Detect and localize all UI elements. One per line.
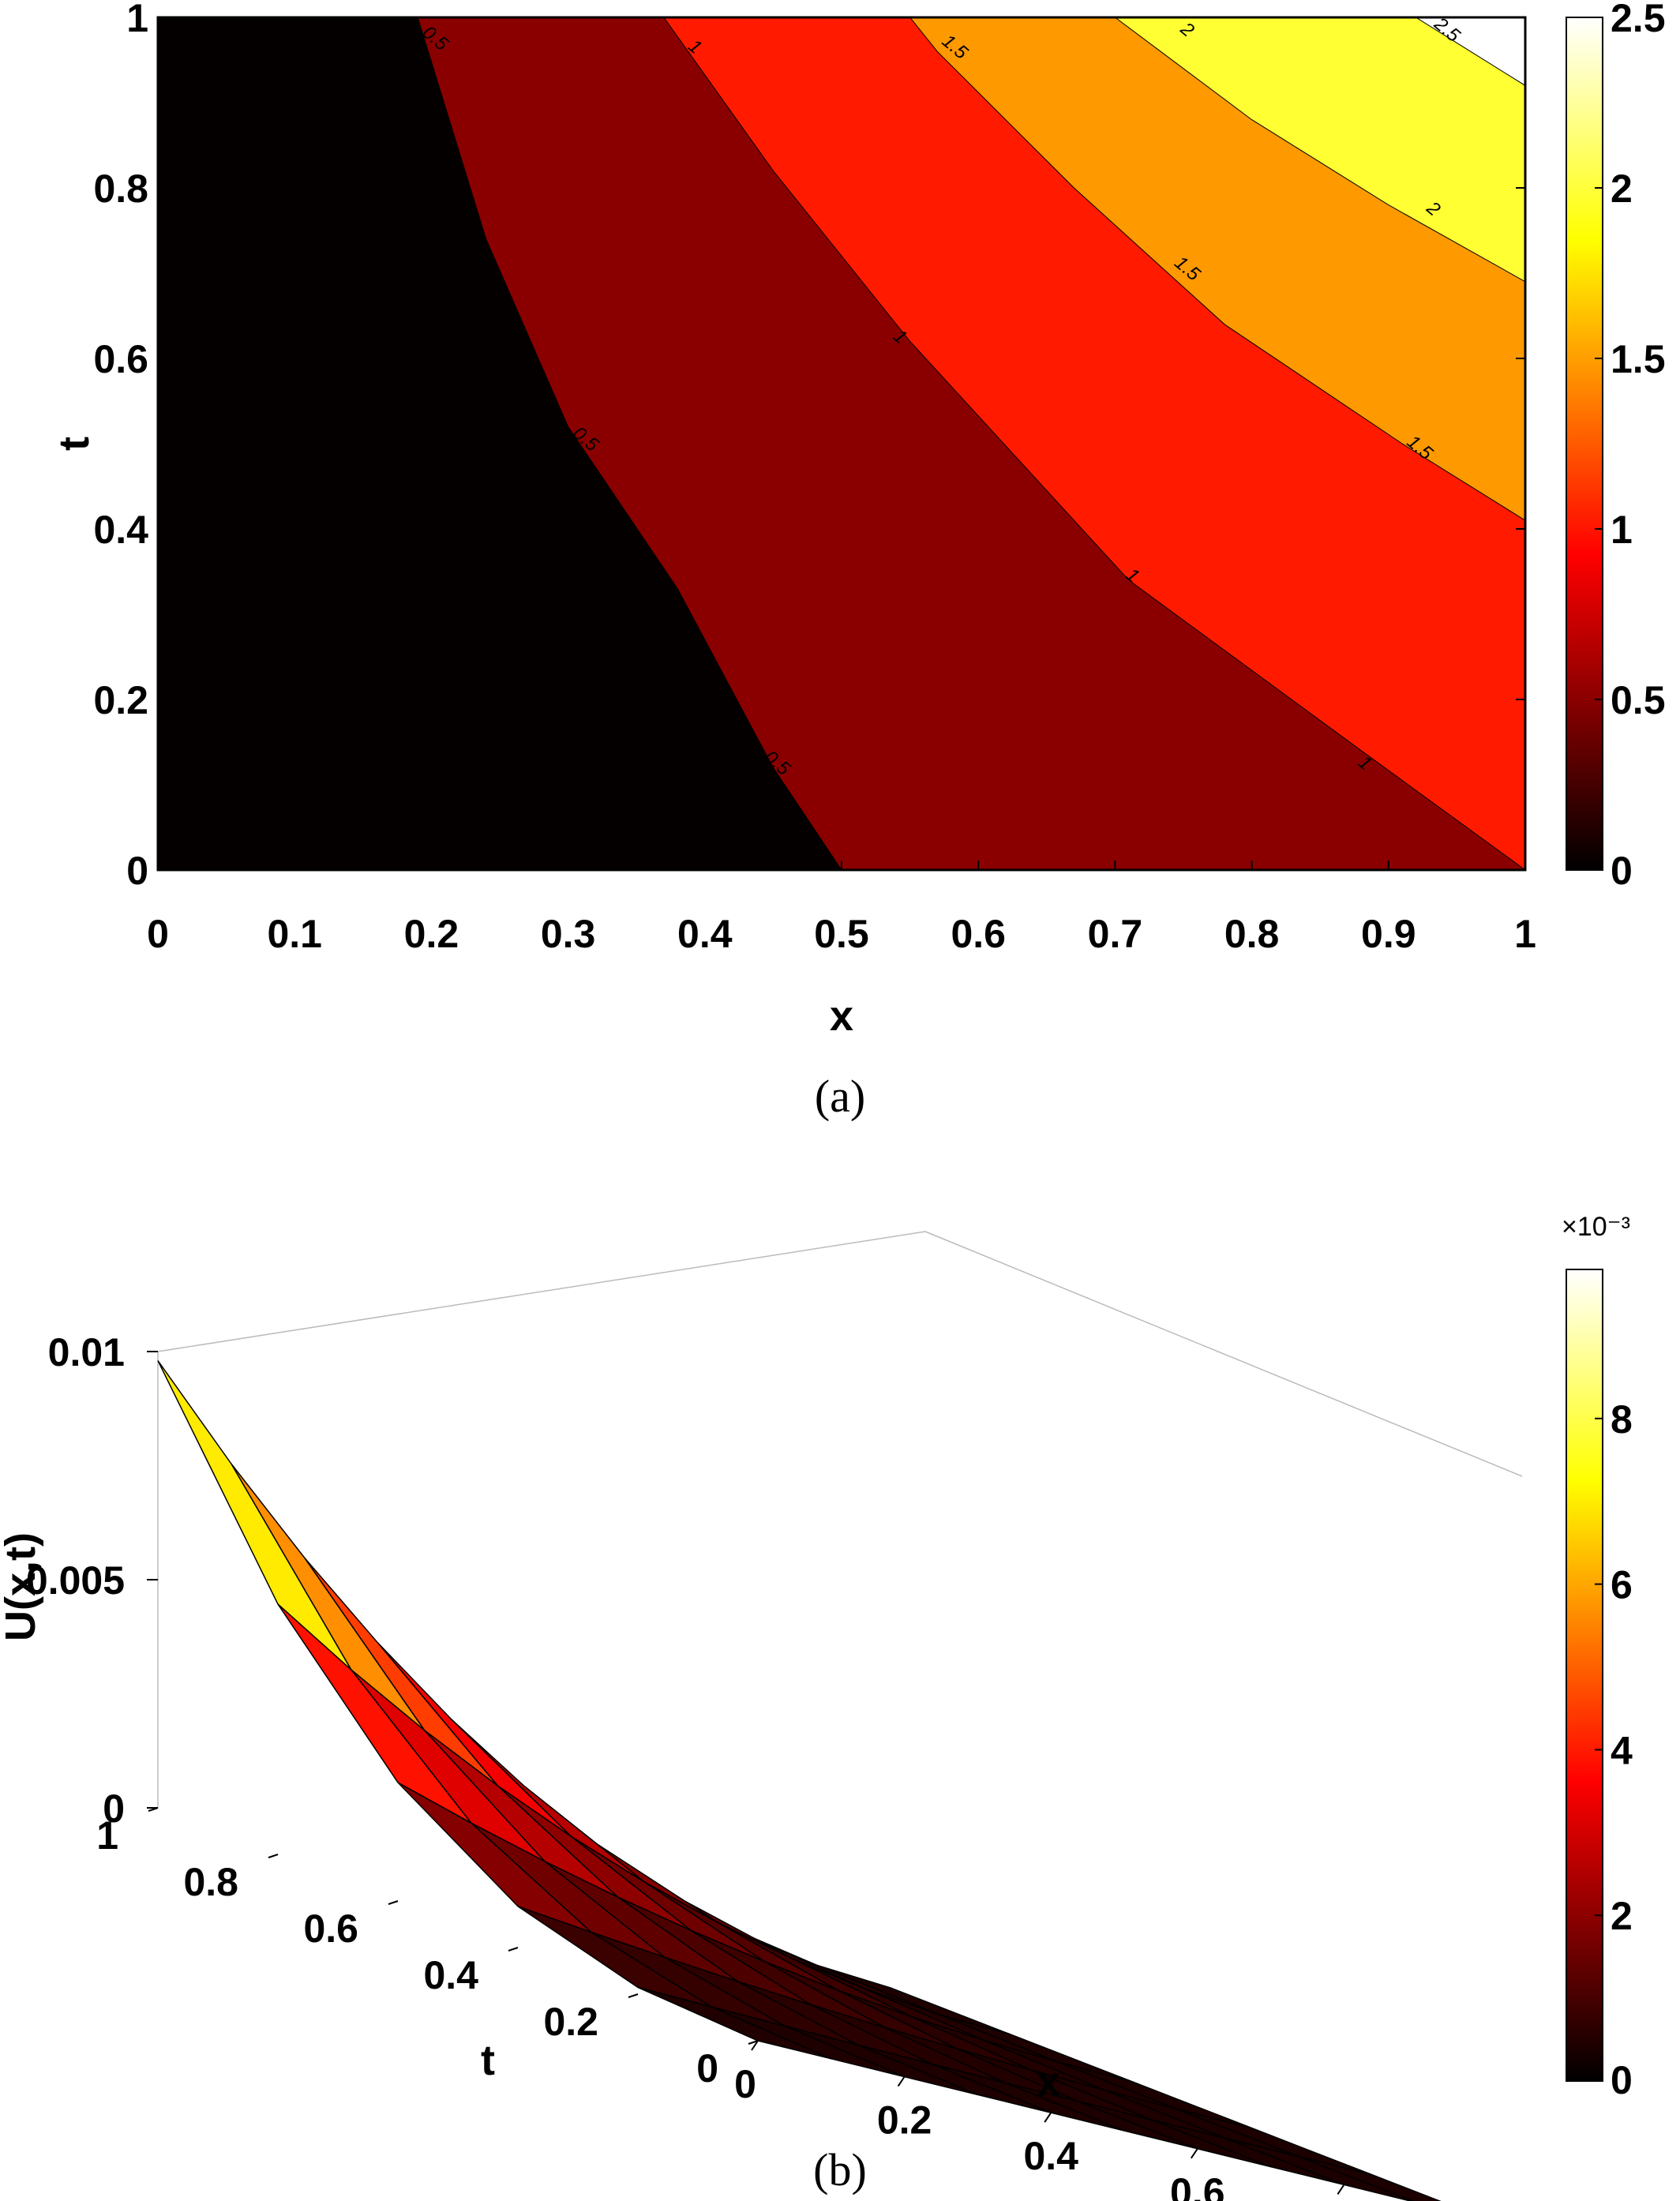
colorbar-b	[1566, 1269, 1603, 2082]
x-tick-label: 0.6	[1170, 2170, 1225, 2201]
x-tick-label: 0.4	[677, 912, 733, 956]
caption-a: (a)	[815, 1071, 865, 1122]
t-tick-label: 0.8	[183, 1860, 238, 1904]
x-tick-label: 0.4	[1023, 2134, 1078, 2178]
t-tick-mark	[148, 1807, 159, 1812]
x-tick-label: 1	[1514, 912, 1536, 956]
colorbar-tick-label: 6	[1611, 1563, 1633, 1607]
y-tick-label: 0.2	[93, 678, 148, 722]
surface	[157, 1360, 1442, 2201]
colorbar-ticks-a: 0 0.5 1 1.5 2 2.5	[1595, 0, 1666, 893]
t-axis-label-b: t	[481, 2037, 495, 2084]
t-tick-label: 0.6	[303, 1907, 358, 1951]
x-tick-label: 0.2	[404, 912, 459, 956]
contour-fill	[158, 17, 1525, 870]
back-edge-top-left	[157, 1231, 926, 1352]
z-tick-label: 0.005	[26, 1558, 125, 1603]
colorbar-a	[1566, 17, 1603, 871]
t-tick-mark	[388, 1900, 399, 1905]
panel-b: 0 0.005 0.01 0 0.2 0.4 0.6 0.8 1 0 0.2 0.4 0.6 0.8 1…	[0, 1212, 1633, 2201]
x-axis-ticks-b: 00.20.40.60.81	[734, 2040, 1345, 2201]
colorbar-tick-label: 8	[1611, 1397, 1633, 1442]
z-tick-label: 0	[103, 1787, 125, 1831]
t-tick-mark	[628, 1993, 639, 1998]
x-axis-label-a: x	[830, 992, 853, 1040]
x-tick-label: 0.5	[814, 912, 869, 956]
t-tick-mark	[748, 2040, 759, 2045]
x-tick-mark	[1044, 2112, 1052, 2123]
z-axis-label-b: U(x,t)	[0, 1532, 44, 1641]
colorbar-tick-label: 2	[1611, 167, 1633, 211]
colorbar-tick-label: 0	[1611, 849, 1633, 893]
x-tick-label: 0	[734, 2062, 756, 2106]
colorbar-tick-label: 1.5	[1611, 337, 1666, 381]
y-axis-ticks-a: 0 0.2 0.4 0.6 0.8 1	[93, 0, 1525, 893]
x-tick-label: 0	[147, 912, 169, 956]
colorbar-tick-label: 1	[1611, 508, 1633, 552]
x-tick-label: 0.2	[877, 2098, 932, 2143]
x-tick-label: 0.1	[267, 912, 322, 956]
surface-patch	[1224, 2137, 1415, 2201]
colorbar-tick-label: 0	[1611, 2058, 1633, 2102]
x-tick-label: 0.6	[951, 912, 1006, 956]
colorbar-tick-label: 0.5	[1611, 678, 1666, 722]
contour-region-5	[1415, 17, 1525, 86]
x-axis-label-b: x	[1037, 2058, 1060, 2105]
contour-region-4	[1114, 17, 1525, 283]
x-axis-ticks-a: 0 0.1 0.2 0.3 0.4 0.5 0.6 0.7 0.8 0.9 1	[147, 861, 1536, 956]
x-tick-label: 0.3	[541, 912, 596, 956]
t-axis-ticks-b: 0 0.2 0.4 0.6 0.8 1	[96, 1807, 759, 2090]
back-edge-top-right	[924, 1231, 1523, 1477]
caption-b: (b)	[813, 2144, 867, 2195]
x-tick-label: 0.8	[1224, 912, 1280, 956]
y-tick-label: 0.8	[93, 167, 148, 211]
t-tick-label: 0	[696, 2046, 718, 2090]
colorbar-tick-label: 4	[1611, 1728, 1633, 1772]
x-tick-mark	[1337, 2184, 1345, 2195]
colorbar-ticks-b: 0 2 4 6 8	[1595, 1397, 1633, 2102]
t-tick-label: 0.4	[423, 1953, 478, 1997]
y-tick-label: 1	[126, 0, 148, 40]
t-tick-label: 0.2	[543, 2000, 598, 2044]
t-tick-label: 1	[96, 1813, 118, 1858]
surface-patch	[231, 1463, 426, 1731]
z-tick-label: 0.01	[48, 1330, 125, 1374]
colorbar-exponent-b: ×10⁻³	[1562, 1212, 1630, 1242]
y-tick-label: 0.4	[93, 508, 148, 552]
colorbar-tick-label: 2	[1611, 1894, 1633, 1938]
z-axis-ticks-b: 0 0.005 0.01	[26, 1330, 158, 1831]
surface-patch	[157, 1360, 352, 1670]
colorbar-tick-label: 2.5	[1611, 0, 1666, 40]
y-axis-label-a: t	[51, 437, 98, 451]
x-tick-label: 0.9	[1361, 912, 1416, 956]
t-tick-mark	[268, 1854, 279, 1858]
x-tick-mark	[751, 2040, 759, 2051]
y-tick-label: 0.6	[93, 337, 148, 381]
t-tick-mark	[508, 1947, 519, 1952]
x-tick-mark	[1190, 2148, 1198, 2159]
x-tick-mark	[897, 2076, 906, 2087]
x-tick-label: 0.7	[1088, 912, 1143, 956]
y-tick-label: 0	[126, 849, 148, 893]
